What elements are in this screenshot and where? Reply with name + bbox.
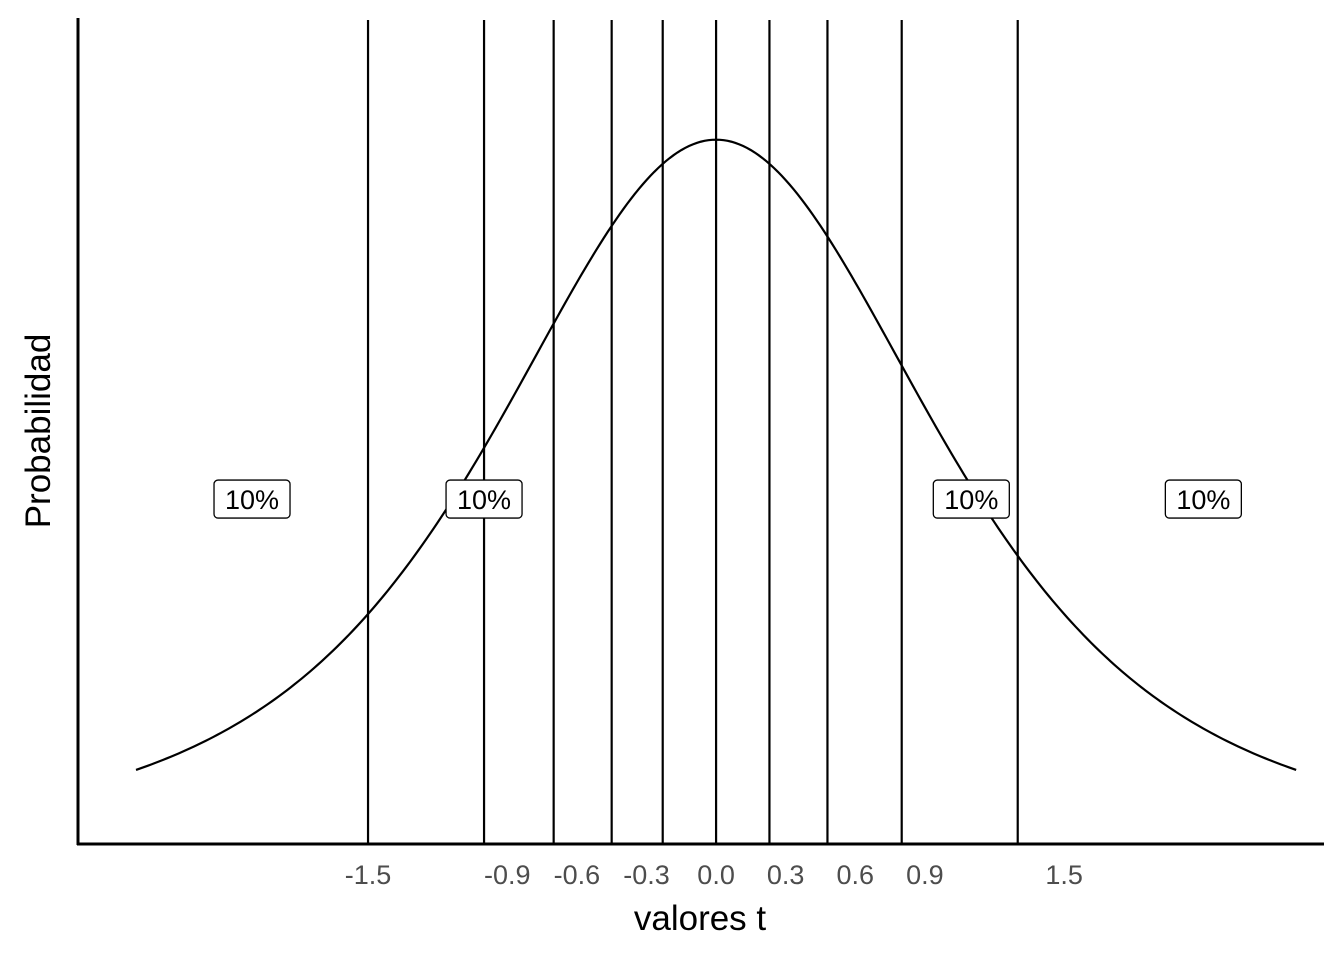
x-tick-label-3: -0.3	[623, 860, 670, 890]
percent-label-box	[213, 479, 291, 519]
percent-label-3: 10%	[1164, 479, 1242, 519]
percent-label-0: 10%	[213, 479, 291, 519]
density-curve	[135, 138, 1297, 771]
x-tick-label-6: 0.6	[837, 860, 875, 890]
percent-labels: 10% 10% 10% 10%	[213, 479, 1242, 519]
x-tick-label-8: 1.5	[1045, 860, 1083, 890]
x-axis-title: valores t	[634, 899, 767, 938]
x-tick-label-5: 0.3	[767, 860, 805, 890]
percent-label-box	[1164, 479, 1242, 519]
x-tick-label-4: 0.0	[697, 860, 735, 890]
percent-label-box	[932, 479, 1010, 519]
x-tick-label-0: -1.5	[345, 860, 392, 890]
percent-label-text: 10%	[1176, 485, 1230, 515]
percent-label-2: 10%	[932, 479, 1010, 519]
percent-label-box	[445, 479, 523, 519]
vertical-lines	[366, 20, 1019, 844]
percent-label-1: 10%	[445, 479, 523, 519]
percent-label-text: 10%	[944, 485, 998, 515]
x-tick-label-1: -0.9	[484, 860, 531, 890]
x-tick-label-2: -0.6	[554, 860, 601, 890]
y-axis-title: Probabilidad	[19, 334, 58, 529]
x-tick-labels: -1.5 -0.9 -0.6 -0.3 0.0 0.3 0.6 0.9 1.5	[345, 860, 1083, 890]
x-tick-label-7: 0.9	[906, 860, 944, 890]
percent-label-text: 10%	[225, 485, 279, 515]
percent-label-text: 10%	[457, 485, 511, 515]
